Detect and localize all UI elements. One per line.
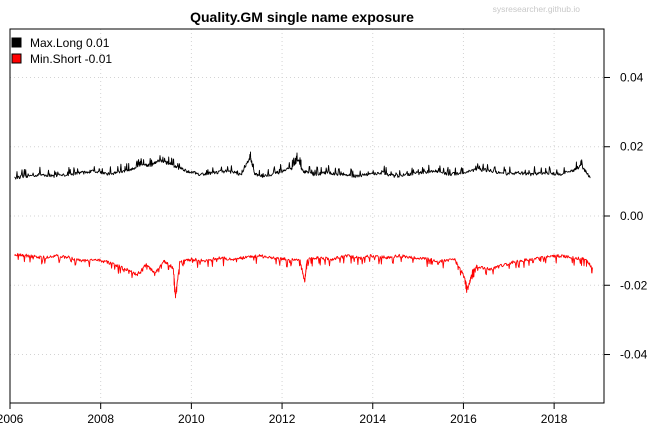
x-tick-label: 2008 (87, 412, 114, 426)
x-tick-label: 2016 (450, 412, 477, 426)
x-tick-label: 2018 (541, 412, 568, 426)
legend-label-max-long: Max.Long 0.01 (30, 36, 110, 50)
series-line-min-short (14, 253, 593, 299)
legend-swatch-max-long (11, 37, 22, 48)
x-tick-label: 2010 (178, 412, 205, 426)
series-line-max-long (14, 151, 591, 180)
x-axis: 2006 2008 2010 2012 2014 2016 2018 (0, 402, 568, 426)
y-tick-label: -0.04 (620, 348, 648, 362)
y-tick-label: -0.02 (620, 278, 648, 292)
x-tick-label: 2006 (0, 412, 24, 426)
gridlines (9, 29, 604, 403)
legend: Max.Long 0.01 Min.Short -0.01 (11, 36, 112, 66)
legend-label-min-short: Min.Short -0.01 (30, 52, 112, 66)
y-axis: 0.04 0.02 0.00 -0.02 -0.04 (603, 70, 648, 362)
chart-title: Quality.GM single name exposure (190, 9, 414, 25)
x-tick-label: 2012 (269, 412, 296, 426)
y-tick-label: 0.00 (620, 209, 644, 223)
y-tick-label: 0.04 (620, 70, 644, 84)
series-lines (14, 151, 593, 299)
y-tick-label: 0.02 (620, 140, 644, 154)
x-tick-label: 2014 (359, 412, 386, 426)
legend-swatch-min-short (11, 53, 22, 64)
watermark: sysresearcher.github.io (493, 4, 581, 14)
